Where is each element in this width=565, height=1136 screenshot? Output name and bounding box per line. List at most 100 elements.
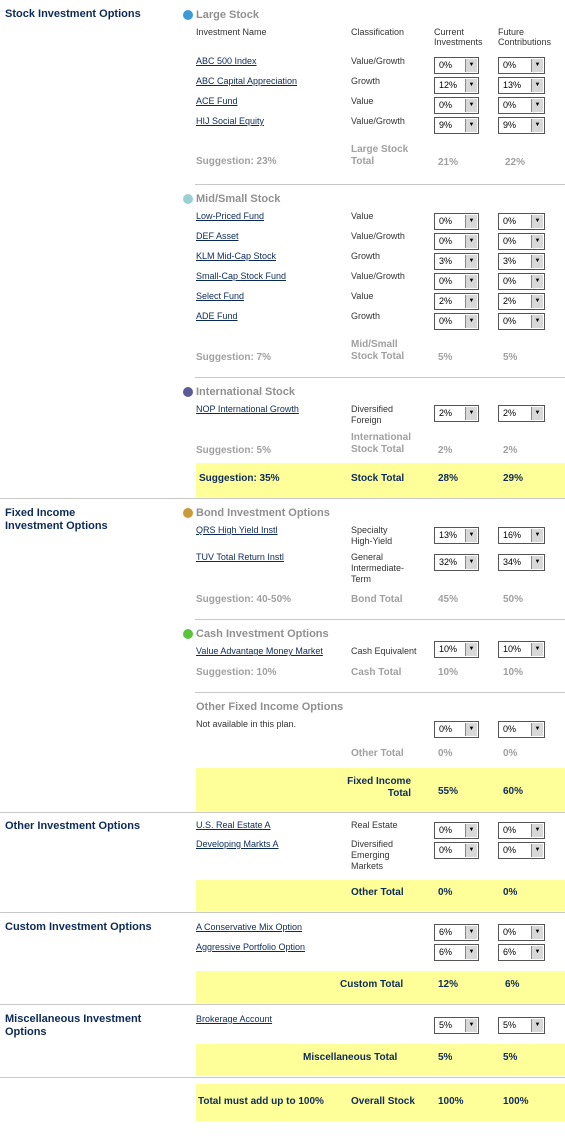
fund-link[interactable]: KLM Mid-Cap Stock — [196, 251, 277, 261]
current-investment-select[interactable]: 0% ▼ — [434, 842, 479, 859]
fund-link[interactable]: ABC Capital Appreciation — [196, 76, 298, 86]
future-contribution-select[interactable]: 0% ▼ — [498, 842, 545, 859]
fund-link[interactable]: Aggressive Portfolio Option — [196, 942, 306, 952]
fund-link[interactable]: Small-Cap Stock Fund — [196, 271, 287, 281]
future-contribution-select[interactable]: 2% ▼ — [498, 293, 545, 310]
current-investment-select[interactable]: 0% ▼ — [434, 213, 479, 230]
custom-total-label: Custom Total — [340, 979, 404, 990]
classification-line2: Intermediate- — [351, 563, 405, 573]
future-contribution-select[interactable]: 16% ▼ — [498, 527, 545, 544]
current-investment-select[interactable]: 12% ▼ — [434, 77, 479, 94]
category-custom: Custom Investment Options — [5, 921, 152, 933]
current-investment-select[interactable]: 6% ▼ — [434, 944, 479, 961]
fund-link[interactable]: QRS High Yield Instl — [196, 525, 278, 535]
section-total-label: International Stock Total — [351, 432, 411, 456]
current-investment-select[interactable]: 0% ▼ — [434, 721, 479, 738]
dropdown-arrow-icon: ▼ — [465, 844, 477, 857]
current-investment-select[interactable]: 5% ▼ — [434, 1017, 479, 1034]
current-investment-select[interactable]: 2% ▼ — [434, 405, 479, 422]
fund-link[interactable]: Developing Markts A — [196, 839, 279, 849]
select-value: 0% — [503, 927, 517, 937]
fund-link[interactable]: ADE Fund — [196, 311, 238, 321]
fund-classification: Value/Growth — [351, 271, 405, 281]
fund-link[interactable]: HIJ Social Equity — [196, 116, 265, 126]
divider — [195, 619, 565, 620]
current-investment-select[interactable]: 6% ▼ — [434, 924, 479, 941]
future-contribution-select[interactable]: 9% ▼ — [498, 117, 545, 134]
future-contribution-select[interactable]: 0% ▼ — [498, 313, 545, 330]
select-value: 0% — [503, 236, 517, 246]
current-investment-select[interactable]: 0% ▼ — [434, 822, 479, 839]
divider — [195, 377, 565, 378]
classification-line1: Diversified — [351, 404, 394, 414]
total-label-line2: Total — [351, 156, 375, 167]
future-contribution-select[interactable]: 0% ▼ — [498, 721, 545, 738]
current-investment-select[interactable]: 10% ▼ — [434, 641, 479, 658]
current-total: 45% — [438, 594, 459, 605]
select-value: 12% — [439, 80, 458, 90]
current-investment-select[interactable]: 0% ▼ — [434, 57, 479, 74]
dropdown-arrow-icon: ▼ — [465, 529, 477, 542]
current-investment-select[interactable]: 13% ▼ — [434, 527, 479, 544]
future-contribution-select[interactable]: 6% ▼ — [498, 944, 545, 961]
fund-link[interactable]: Low-Priced Fund — [196, 211, 265, 221]
future-total: 50% — [503, 594, 524, 605]
current-investment-select[interactable]: 0% ▼ — [434, 97, 479, 114]
suggestion-text: Suggestion: 23% — [196, 156, 277, 167]
future-contribution-select[interactable]: 34% ▼ — [498, 554, 545, 571]
fixed-income-current-total: 55% — [438, 786, 459, 797]
fund-link[interactable]: Select Fund — [196, 291, 245, 301]
future-contribution-select[interactable]: 10% ▼ — [498, 641, 545, 658]
current-investment-select[interactable]: 9% ▼ — [434, 117, 479, 134]
current-investment-select[interactable]: 0% ▼ — [434, 273, 479, 290]
future-contribution-select[interactable]: 0% ▼ — [498, 822, 545, 839]
current-investment-select[interactable]: 3% ▼ — [434, 253, 479, 270]
future-contribution-select[interactable]: 13% ▼ — [498, 77, 545, 94]
fund-link[interactable]: ABC 500 Index — [196, 56, 257, 66]
divider — [0, 912, 565, 913]
dropdown-arrow-icon: ▼ — [465, 643, 477, 656]
select-value: 0% — [503, 825, 517, 835]
category-misc: Miscellaneous Investment Options — [5, 1013, 165, 1039]
future-contribution-select[interactable]: 5% ▼ — [498, 1017, 545, 1034]
fund-link[interactable]: DEF Asset — [196, 231, 239, 241]
suggestion-text: Suggestion: 10% — [196, 667, 277, 678]
column-header-future-line1: Future — [498, 27, 525, 37]
fund-link[interactable]: Brokerage Account — [196, 1014, 273, 1024]
current-investment-select[interactable]: 32% ▼ — [434, 554, 479, 571]
dropdown-arrow-icon: ▼ — [465, 723, 477, 736]
stock-suggestion: Suggestion: 35% — [199, 473, 280, 484]
future-contribution-select[interactable]: 0% ▼ — [498, 273, 545, 290]
section-title-cash: Cash Investment Options — [196, 628, 329, 640]
fund-classification: Diversified Foreign — [351, 404, 393, 426]
current-investment-select[interactable]: 0% ▼ — [434, 313, 479, 330]
future-contribution-select[interactable]: 0% ▼ — [498, 57, 545, 74]
fund-link[interactable]: ACE Fund — [196, 96, 238, 106]
future-contribution-select[interactable]: 0% ▼ — [498, 213, 545, 230]
fund-classification: Growth — [351, 311, 381, 321]
fund-link[interactable]: NOP International Growth — [196, 404, 299, 414]
fund-link[interactable]: A Conservative Mix Option — [196, 922, 303, 932]
future-contribution-select[interactable]: 0% ▼ — [498, 97, 545, 114]
section-title-international-stock: International Stock — [196, 386, 296, 398]
international-stock-dot-icon — [183, 387, 193, 397]
fund-classification: General Intermediate- Term — [351, 552, 404, 585]
future-total: 2% — [503, 445, 518, 456]
fund-classification: Value/Growth — [351, 116, 405, 126]
future-contribution-select[interactable]: 0% ▼ — [498, 233, 545, 250]
current-investment-select[interactable]: 0% ▼ — [434, 233, 479, 250]
future-contribution-select[interactable]: 0% ▼ — [498, 924, 545, 941]
classification-line1: Specialty — [351, 525, 388, 535]
dropdown-arrow-icon: ▼ — [531, 1019, 543, 1032]
current-investment-select[interactable]: 2% ▼ — [434, 293, 479, 310]
fund-link[interactable]: U.S. Real Estate A — [196, 820, 271, 830]
divider — [0, 498, 565, 499]
future-contribution-select[interactable]: 2% ▼ — [498, 405, 545, 422]
dropdown-arrow-icon: ▼ — [465, 315, 477, 328]
fund-link[interactable]: TUV Total Return Instl — [196, 552, 284, 562]
custom-total-band — [196, 971, 565, 1003]
fund-link[interactable]: Value Advantage Money Market — [196, 646, 323, 656]
category-fixed-income: Fixed Income Investment Options — [5, 507, 165, 533]
future-contribution-select[interactable]: 3% ▼ — [498, 253, 545, 270]
fund-classification: Real Estate — [351, 820, 398, 830]
